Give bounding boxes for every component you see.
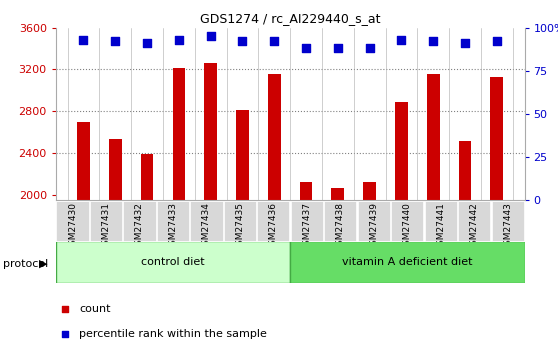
FancyBboxPatch shape [492,200,524,241]
Text: GSM27435: GSM27435 [235,202,244,251]
FancyBboxPatch shape [157,200,189,241]
Text: GSM27430: GSM27430 [68,202,77,251]
Bar [172,68,185,200]
Bar [363,182,376,200]
Text: count: count [79,304,110,314]
Bar [236,110,249,200]
Point [429,39,437,44]
Text: GSM27436: GSM27436 [269,202,278,251]
FancyBboxPatch shape [90,200,122,241]
Point [206,33,215,39]
Text: GSM27440: GSM27440 [403,202,412,251]
Bar [268,73,281,200]
Text: GSM27438: GSM27438 [336,202,345,251]
Bar [427,74,440,200]
FancyBboxPatch shape [190,200,223,241]
FancyBboxPatch shape [324,200,357,241]
Title: GDS1274 / rc_AI229440_s_at: GDS1274 / rc_AI229440_s_at [200,12,381,25]
Text: GSM27432: GSM27432 [135,202,144,251]
FancyBboxPatch shape [358,200,390,241]
Text: percentile rank within the sample: percentile rank within the sample [79,329,267,339]
FancyBboxPatch shape [290,241,525,283]
Text: control diet: control diet [141,257,205,267]
FancyBboxPatch shape [257,200,290,241]
FancyBboxPatch shape [224,200,256,241]
Bar [141,154,153,200]
Bar [459,140,472,200]
Bar [395,102,408,200]
Bar [490,77,503,200]
Bar [300,182,312,200]
FancyBboxPatch shape [291,200,323,241]
Point [371,214,380,220]
Point [111,39,120,44]
FancyBboxPatch shape [56,241,290,283]
Point [492,39,501,44]
Point [365,46,374,51]
Bar [109,139,122,200]
Text: GSM27431: GSM27431 [102,202,110,251]
Point [238,39,247,44]
Bar [331,188,344,200]
Point [333,46,342,51]
Text: GSM27443: GSM27443 [503,202,512,251]
Text: GSM27439: GSM27439 [369,202,378,251]
Point [397,37,406,42]
Point [301,46,310,51]
FancyBboxPatch shape [458,200,490,241]
Point [175,37,184,42]
Point [79,37,88,42]
Point [270,39,279,44]
Text: GSM27441: GSM27441 [436,202,445,251]
Text: GSM27434: GSM27434 [202,202,211,251]
Bar [77,122,90,200]
Text: ▶: ▶ [39,259,47,269]
Text: GSM27442: GSM27442 [470,202,479,251]
Text: GSM27437: GSM27437 [302,202,311,251]
FancyBboxPatch shape [425,200,457,241]
Point [143,40,152,46]
FancyBboxPatch shape [123,200,156,241]
Text: vitamin A deficient diet: vitamin A deficient diet [342,257,473,267]
Text: GSM27433: GSM27433 [169,202,177,251]
Text: protocol: protocol [3,259,48,269]
Point [460,40,469,46]
FancyBboxPatch shape [391,200,424,241]
FancyBboxPatch shape [56,200,89,241]
Bar [204,63,217,200]
